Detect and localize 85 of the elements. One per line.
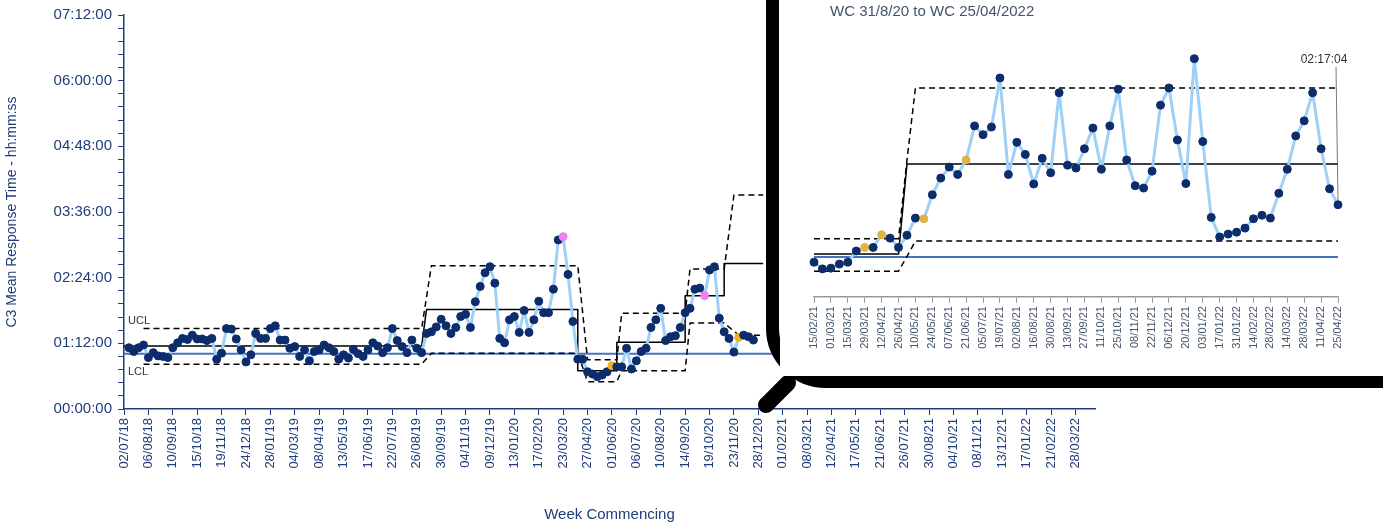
x-tick-label: 06/08/18 (139, 418, 155, 469)
x-tick-label: 10/08/20 (652, 418, 668, 469)
x-tick-label: 12/04/21 (823, 418, 839, 469)
x-tick-label: 08/04/19 (310, 418, 326, 469)
x-tick-label: 15/02/21 (807, 306, 820, 349)
x-tick-label: 01/06/20 (603, 418, 619, 469)
series-label: LCL (128, 365, 149, 378)
x-tick-label: 17/01/22 (1212, 306, 1225, 349)
x-tick-label: 19/07/21 (992, 306, 1005, 349)
y-tick-label: 07:12:00 (53, 5, 112, 23)
x-tick-label: 06/12/21 (1162, 306, 1174, 349)
x-tick-label: 08/03/21 (798, 418, 814, 469)
x-tick-label: 30/09/19 (432, 418, 448, 469)
x-tick-label: 19/10/20 (701, 418, 717, 469)
x-tick-label: 09/12/19 (481, 418, 497, 469)
x-tick-label: 28/01/19 (261, 418, 277, 469)
x-tick-label: 15/03/21 (840, 306, 853, 349)
y-tick-label: 06:00:00 (53, 70, 112, 88)
x-tick-label: 21/06/21 (959, 306, 972, 349)
x-tick-label: 07/06/21 (942, 306, 955, 349)
x-tick-label: 22/07/19 (383, 418, 399, 469)
x-tick-label: 19/11/18 (213, 418, 229, 468)
y-tick-label: 02:24:00 (53, 267, 112, 285)
y-axis-title: C3 Mean Response Time - hh:mm:ss (3, 96, 20, 328)
x-tick-label: 14/09/20 (676, 418, 692, 469)
x-tick-label: 10/05/21 (908, 306, 921, 349)
y-tick-label: 03:36:00 (53, 202, 112, 220)
x-tick-label: 23/11/20 (725, 418, 741, 468)
x-tick-label: 17/01/22 (1018, 418, 1034, 469)
y-tick-label: 04:48:00 (53, 136, 112, 154)
x-tick-label: 30/08/21 (1043, 306, 1056, 349)
y-tick-label: 00:00:00 (53, 399, 112, 417)
x-tick-label: 26/07/21 (896, 418, 912, 469)
x-tick-label: 14/02/22 (1246, 306, 1259, 349)
x-tick-label: 11/04/22 (1314, 306, 1327, 349)
x-tick-label: 08/11/21 (1128, 306, 1141, 349)
x-tick-label: 04/11/19 (457, 418, 473, 468)
x-tick-label: 29/03/21 (857, 306, 870, 349)
x-tick-label: 03/01/22 (1195, 306, 1208, 349)
x-tick-label: 14/03/22 (1280, 306, 1293, 349)
x-tick-label: 23/03/20 (554, 418, 570, 469)
x-tick-label: 24/12/18 (237, 418, 253, 469)
x-tick-label: 30/08/21 (920, 418, 936, 469)
x-tick-label: 26/04/21 (891, 306, 904, 349)
x-tick-label: 08/11/21 (969, 418, 985, 468)
x-tick-label: 15/10/18 (188, 418, 204, 469)
chart-title: WC 31/8/20 to WC 25/04/2022 (830, 2, 1035, 19)
x-tick-label: 02/07/18 (115, 418, 131, 469)
x-tick-label: 20/12/21 (1178, 306, 1191, 349)
x-tick-label: 13/12/21 (993, 418, 1009, 469)
x-tick-label: 10/09/18 (164, 418, 180, 469)
x-tick-label: 28/02/22 (1263, 306, 1276, 349)
x-axis-title: Week Commencing (544, 505, 675, 523)
x-tick-label: 31/01/22 (1229, 306, 1242, 349)
x-tick-label: 17/06/19 (359, 418, 375, 469)
x-tick-label: 13/05/19 (335, 418, 351, 469)
x-tick-label: 13/01/20 (505, 418, 521, 469)
annotation: 02:17:04 (1300, 52, 1348, 66)
series-label: UCL (128, 313, 151, 326)
y-tick-label: 01:12:00 (53, 333, 112, 351)
x-tick-label: 13/09/21 (1060, 306, 1073, 349)
x-tick-label: 05/07/21 (976, 306, 989, 349)
x-tick-label: 17/05/21 (847, 418, 863, 469)
x-tick-label: 04/10/21 (945, 418, 961, 469)
x-tick-label: 27/09/21 (1077, 306, 1090, 349)
x-tick-label: 06/07/20 (627, 418, 643, 469)
x-tick-label: 22/11/21 (1145, 306, 1158, 349)
x-tick-label: 28/12/20 (749, 418, 765, 469)
x-tick-label: 25/04/22 (1331, 306, 1344, 349)
x-tick-label: 25/10/21 (1111, 306, 1124, 349)
x-tick-label: 24/05/21 (925, 306, 938, 349)
x-tick-label: 02/08/21 (1009, 306, 1022, 349)
x-tick-label: 11/10/21 (1094, 306, 1107, 349)
x-tick-label: 17/02/20 (530, 418, 546, 469)
x-tick-label: 12/04/21 (874, 306, 887, 349)
x-tick-label: 28/03/22 (1067, 418, 1083, 469)
x-tick-label: 21/06/21 (871, 418, 887, 469)
x-tick-label: 04/03/19 (286, 418, 302, 469)
x-tick-label: 21/02/22 (1042, 418, 1058, 469)
x-tick-label: 01/03/21 (823, 306, 836, 349)
x-tick-label: 26/08/19 (408, 418, 424, 469)
x-tick-label: 16/08/21 (1026, 306, 1039, 349)
x-tick-label: 27/04/20 (579, 418, 595, 469)
x-tick-label: 01/02/21 (774, 418, 790, 469)
x-tick-label: 28/03/22 (1297, 306, 1310, 349)
